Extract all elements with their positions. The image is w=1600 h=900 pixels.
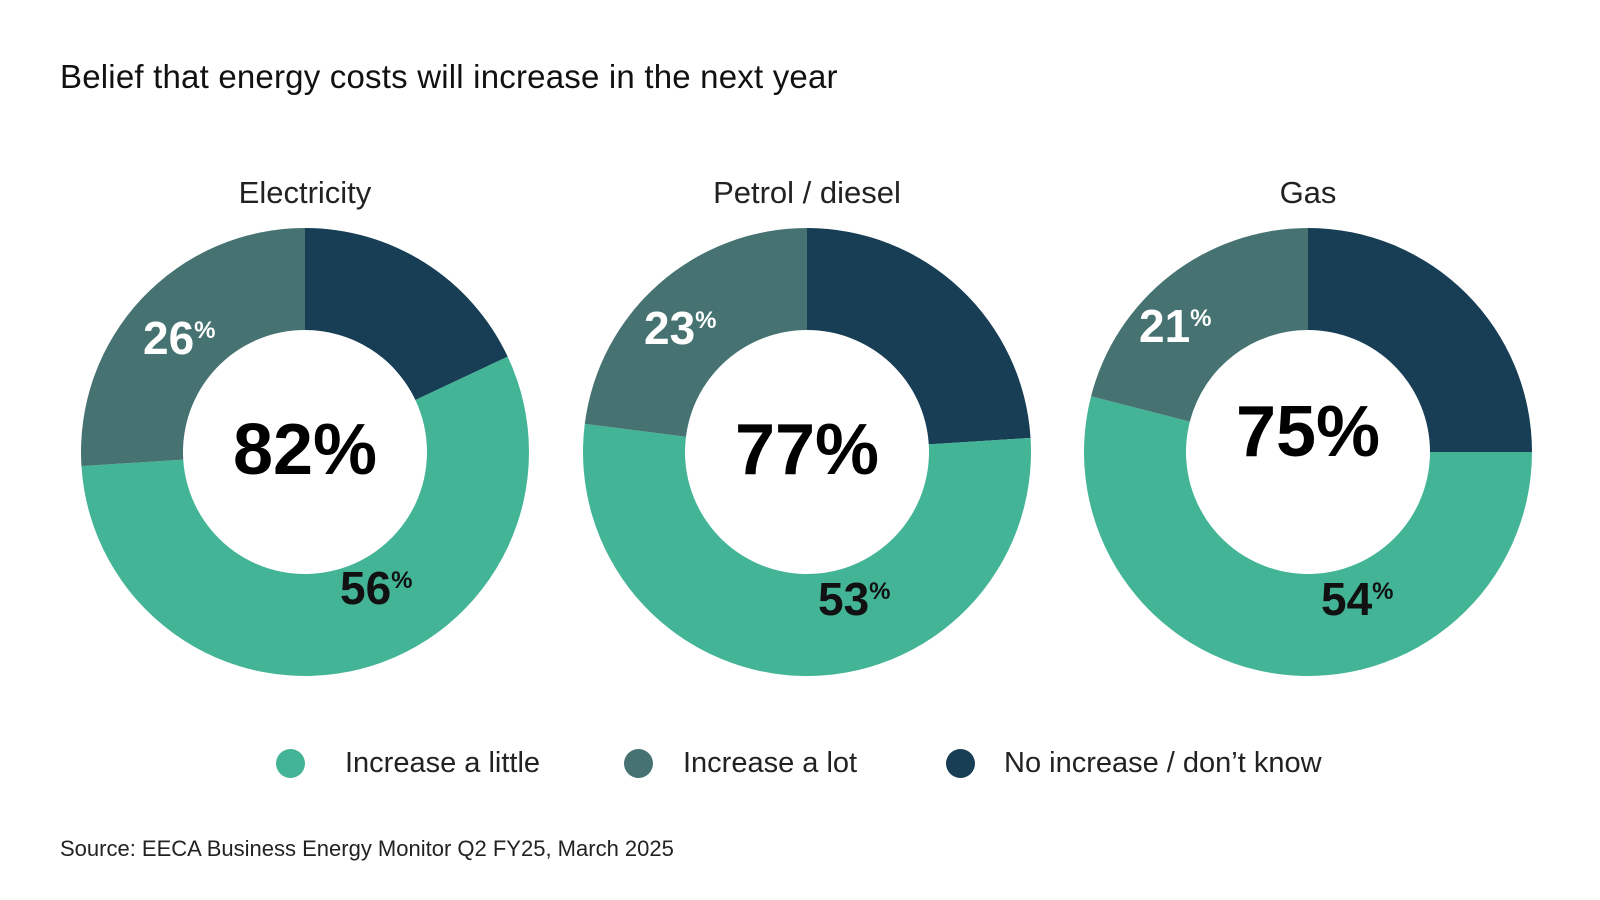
donut-label-petrol-diesel: Petrol / diesel xyxy=(713,175,901,210)
segment-no-increase-petrol-diesel xyxy=(807,228,1031,445)
legend-swatch-increase-a-lot xyxy=(624,749,653,778)
segment-increase-a-lot-petrol-diesel xyxy=(584,228,807,437)
total-label-petrol-diesel: 77% xyxy=(735,410,879,490)
legend-label-no-increase-dont-know: No increase / don’t know xyxy=(1004,747,1322,779)
donut-label-gas: Gas xyxy=(1280,175,1337,210)
legend-swatch-increase-a-little xyxy=(276,749,305,778)
chart-title: Belief that energy costs will increase i… xyxy=(60,58,838,95)
donut-label-electricity: Electricity xyxy=(239,175,372,210)
legend-swatch-no-increase-dont-know xyxy=(946,749,975,778)
segment-no-increase-electricity xyxy=(305,228,508,401)
segment-increase-a-little-petrol-diesel xyxy=(583,423,1031,676)
legend-label-increase-a-little: Increase a little xyxy=(345,747,541,779)
total-label-electricity: 82% xyxy=(233,410,377,490)
segment-increase-a-lot-gas xyxy=(1091,228,1308,422)
segment-no-increase-gas xyxy=(1308,228,1532,452)
value-label-increase-a-little-gas: 54% xyxy=(1321,573,1394,625)
legend: Increase a little Increase a lot No increa… xyxy=(0,742,1600,786)
segment-increase-a-lot-electricity xyxy=(81,228,305,467)
total-label-gas: 75% xyxy=(1236,392,1380,472)
source-note: Source: EECA Business Energy Monitor Q2 … xyxy=(60,836,674,861)
segment-increase-a-little-gas xyxy=(1083,396,1532,677)
segment-increase-a-little-electricity xyxy=(81,356,529,676)
legend-label-increase-a-lot: Increase a lot xyxy=(683,747,858,779)
